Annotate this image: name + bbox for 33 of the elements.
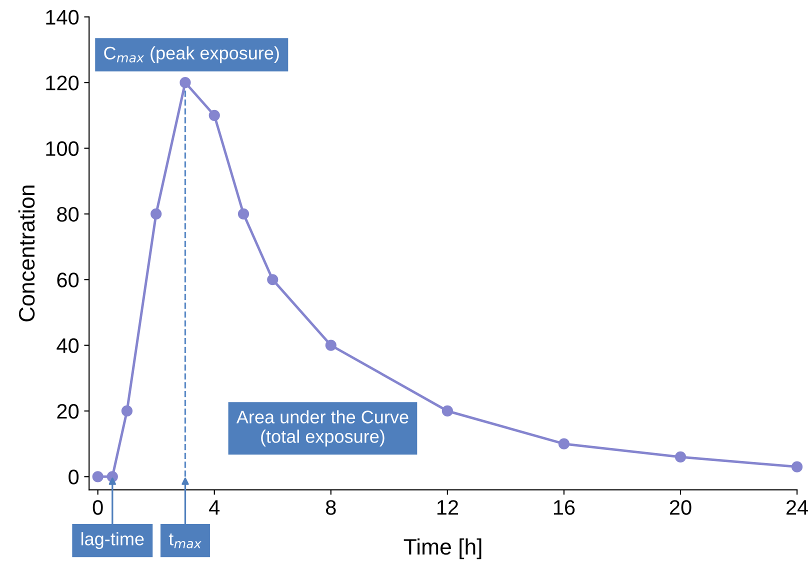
x-tick-label: 4 [209, 500, 220, 515]
point [267, 274, 278, 286]
annotation: Area under the Curve (total exposure) [236, 410, 408, 446]
y-tick-label: 0 [68, 470, 79, 484]
annotation: t$_{max}$ [168, 533, 202, 548]
y-axis-title: Concentration [18, 186, 35, 322]
point [674, 451, 686, 463]
x-tick-label: 0 [92, 500, 103, 515]
x-tick-label: 20 [670, 500, 692, 515]
annotation: lag-time [82, 532, 144, 549]
point [208, 110, 220, 121]
y-tick-label: 40 [56, 338, 79, 354]
y-tick-label: 80 [57, 206, 79, 222]
point [791, 461, 803, 472]
point [442, 405, 453, 417]
x-tick-label: 8 [326, 500, 336, 515]
point [92, 471, 104, 482]
point [180, 77, 191, 88]
point [238, 208, 250, 220]
y-tick-label: 100 [46, 141, 79, 156]
y-tick-label: 120 [46, 76, 79, 90]
point [325, 340, 336, 351]
x-tick-label: 12 [437, 500, 458, 515]
y-tick-label: 20 [57, 404, 79, 419]
point [558, 438, 570, 450]
y-tick-label: 60 [57, 272, 79, 288]
x-tick-label: 24 [786, 500, 808, 515]
y-tick-label: 140 [46, 10, 79, 25]
x-tick-label: 16 [554, 500, 575, 515]
x-axis-title: Time [h] [404, 538, 482, 560]
annotation: C$_{max}$ (peak exposure) [104, 46, 279, 64]
point [150, 208, 162, 220]
point [121, 405, 133, 417]
